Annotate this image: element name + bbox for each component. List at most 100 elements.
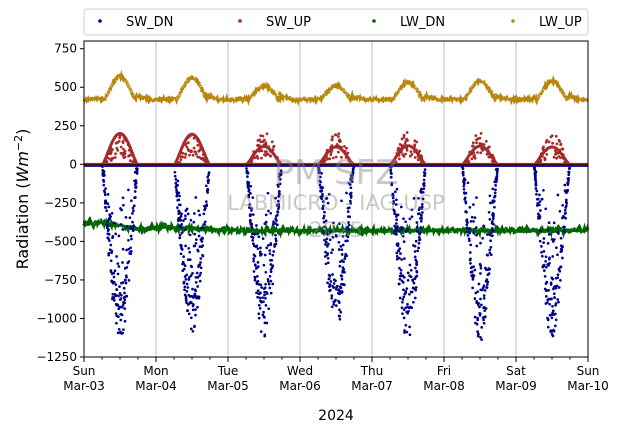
sw-dn-point [276, 183, 280, 187]
sw-dn-point [183, 264, 187, 268]
sw-dn-point [252, 242, 255, 246]
sw-up-point [397, 152, 400, 156]
sw-dn-point [331, 273, 334, 276]
sw-dn-point [343, 255, 347, 258]
sw-dn-point [481, 286, 485, 290]
sw-up-point [415, 140, 419, 144]
sw-up-point [331, 135, 334, 139]
sw-dn-point [463, 198, 467, 201]
sw-dn-point [206, 181, 210, 185]
sw-dn-point [490, 220, 494, 223]
sw-up-point [115, 146, 119, 150]
sw-dn-point [326, 245, 329, 248]
sw-dn-point [269, 279, 273, 283]
sw-dn-point [266, 280, 270, 283]
sw-dn-point [111, 292, 115, 296]
sw-dn-point [562, 229, 566, 233]
legend-marker-sw-up [238, 19, 242, 23]
sw-dn-point [549, 329, 553, 332]
x-tick-label-day: Fri [437, 364, 451, 378]
sw-dn-point [106, 232, 110, 236]
sw-dn-point [263, 253, 267, 257]
sw-dn-point [395, 232, 398, 236]
sw-dn-point [461, 171, 465, 175]
sw-dn-point [262, 300, 265, 304]
sw-up-point [552, 155, 556, 159]
sw-dn-point [420, 205, 424, 209]
sw-dn-point [178, 236, 182, 240]
sw-dn-point [349, 202, 353, 205]
x-tick-label-day: Sun [577, 364, 600, 378]
sw-dn-point [131, 206, 135, 210]
sw-dn-point [560, 249, 564, 253]
sw-dn-point [340, 253, 344, 256]
sw-dn-point [189, 327, 193, 331]
sw-dn-point [249, 184, 253, 188]
sw-up-point [329, 150, 333, 154]
sw-dn-point [563, 189, 567, 192]
sw-dn-point [266, 277, 270, 281]
sw-dn-point [542, 269, 546, 272]
sw-dn-point [486, 273, 490, 277]
sw-up-point [185, 145, 189, 149]
sw-dn-point [535, 189, 539, 193]
sw-dn-point [131, 229, 135, 232]
x-tick-label-day: Sun [73, 364, 96, 378]
sw-dn-point [203, 222, 206, 226]
sw-dn-point [248, 203, 252, 206]
sw-dn-point [491, 187, 495, 191]
sw-up-point [337, 132, 341, 136]
sw-dn-point [544, 282, 548, 285]
sw-dn-point [277, 175, 281, 178]
sw-dn-point [481, 316, 485, 319]
sw-dn-point [180, 248, 184, 251]
sw-dn-point [540, 251, 543, 254]
sw-up-point [345, 146, 348, 150]
sw-dn-point [462, 187, 466, 191]
sw-dn-point [276, 210, 279, 213]
sw-dn-point [399, 272, 403, 275]
sw-dn-point [534, 177, 537, 181]
sw-up-point [405, 131, 409, 134]
sw-up-point [325, 150, 329, 154]
sw-dn-point [207, 171, 211, 174]
sw-dn-point [174, 178, 178, 181]
sw-dn-point [197, 295, 201, 299]
sw-dn-point [483, 309, 487, 312]
sw-up-point [408, 154, 412, 158]
sw-dn-point [112, 221, 116, 225]
sw-dn-point [488, 233, 492, 237]
sw-dn-point [551, 240, 555, 243]
sw-dn-point [392, 202, 395, 205]
sw-up-point [348, 159, 352, 163]
sw-dn-point [566, 177, 570, 180]
sw-dn-point [129, 246, 132, 250]
sw-dn-point [277, 205, 281, 209]
sw-up-point [259, 147, 262, 151]
sw-dn-point [104, 187, 107, 190]
y-tick-label: 250 [54, 119, 77, 133]
sw-dn-point [488, 248, 492, 252]
sw-up-point [179, 158, 183, 162]
sw-dn-point [473, 216, 477, 219]
sw-dn-point [347, 223, 351, 227]
sw-dn-point [488, 194, 492, 198]
sw-dn-point [251, 239, 255, 242]
sw-up-point [261, 144, 265, 148]
sw-dn-point [346, 210, 350, 213]
sw-dn-point [134, 185, 138, 189]
sw-dn-point [192, 303, 195, 306]
sw-dn-point [540, 197, 544, 201]
sw-dn-point [275, 219, 278, 222]
sw-dn-point [400, 228, 403, 231]
sw-dn-point [473, 268, 477, 272]
sw-dn-point [474, 226, 478, 229]
sw-dn-point [245, 167, 248, 170]
sw-dn-point [326, 256, 330, 260]
sw-dn-point [109, 259, 113, 263]
sw-up-point [416, 151, 420, 155]
sw-up-point [271, 148, 275, 152]
sw-up-point [126, 143, 130, 147]
x-tick-label-date: Mar-10 [567, 379, 608, 393]
sw-dn-point [110, 211, 114, 215]
